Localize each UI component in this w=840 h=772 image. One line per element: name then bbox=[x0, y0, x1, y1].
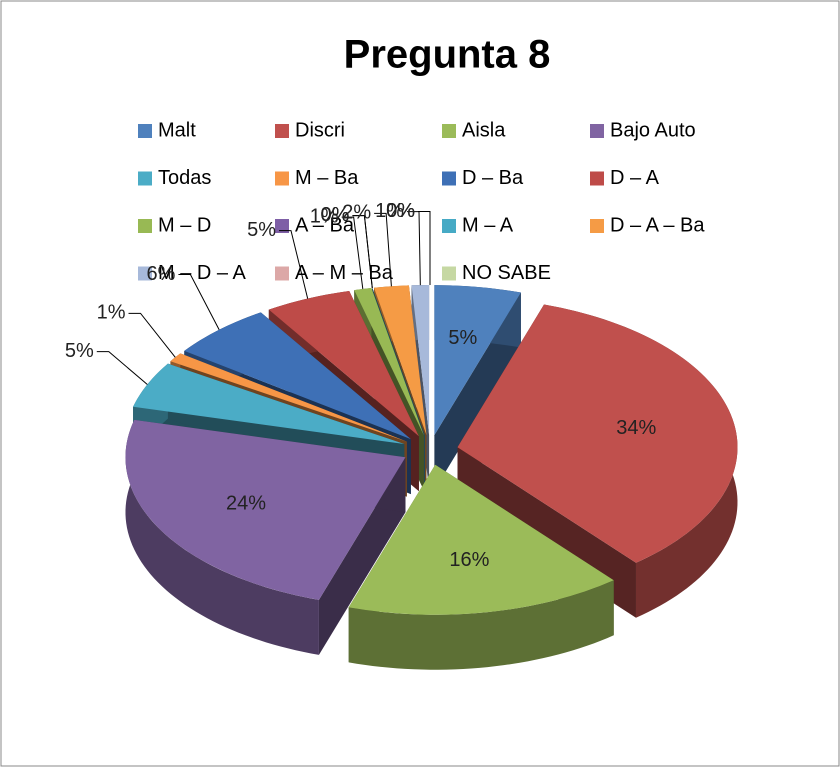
slice-top bbox=[170, 353, 407, 442]
legend-swatch bbox=[138, 266, 152, 281]
data-label: 1% bbox=[310, 205, 339, 227]
leader-line bbox=[96, 351, 148, 385]
legend-label: Aisla bbox=[462, 119, 506, 141]
slice-top bbox=[457, 304, 738, 563]
slice-top bbox=[348, 464, 614, 615]
legend-label: Discri bbox=[295, 119, 345, 141]
legend-swatch bbox=[442, 171, 456, 186]
legend-swatch bbox=[275, 124, 289, 138]
legend-label: M – D bbox=[158, 214, 211, 236]
data-label: 16% bbox=[449, 549, 489, 571]
leader-line bbox=[374, 212, 392, 287]
leader-line bbox=[128, 312, 176, 358]
legend-swatch bbox=[138, 171, 152, 186]
legend-label: D – A – Ba bbox=[610, 214, 705, 236]
legend-swatch bbox=[138, 124, 152, 138]
legend-label: M – Ba bbox=[295, 167, 359, 189]
slice-top bbox=[125, 419, 406, 600]
legend-label: A – M – Ba bbox=[295, 262, 394, 284]
legend-label: M – D – A bbox=[158, 262, 246, 284]
chart-title: Pregunta 8 bbox=[344, 33, 551, 77]
slice bbox=[434, 285, 521, 491]
legend-swatch bbox=[442, 124, 456, 138]
legend-swatch bbox=[275, 219, 289, 233]
data-label: 0% bbox=[386, 200, 415, 222]
data-label: 24% bbox=[226, 492, 266, 514]
legend-label: M – A bbox=[462, 214, 514, 236]
data-label: 0% bbox=[321, 204, 350, 226]
legend-label: Bajo Auto bbox=[610, 119, 696, 141]
slice-top bbox=[354, 288, 424, 436]
slice-side bbox=[348, 580, 614, 670]
slice-top bbox=[133, 363, 405, 445]
slice-top bbox=[268, 290, 419, 437]
data-label: 0% bbox=[386, 200, 415, 222]
legend-label: D – Ba bbox=[462, 167, 524, 189]
legend-swatch bbox=[442, 266, 456, 281]
legend-swatch bbox=[590, 219, 604, 233]
data-label: 5% bbox=[65, 340, 94, 362]
legend-label: D – A bbox=[610, 167, 660, 189]
legend-swatch bbox=[275, 266, 289, 281]
leader-line bbox=[341, 216, 364, 290]
slice bbox=[348, 464, 614, 670]
slice-top bbox=[374, 285, 427, 436]
data-label: 1% bbox=[375, 200, 404, 222]
slice-side bbox=[125, 419, 319, 655]
slice-top bbox=[184, 312, 411, 440]
data-label: 1% bbox=[97, 302, 126, 324]
data-label: 5% bbox=[247, 219, 276, 241]
data-label: 5% bbox=[448, 327, 477, 349]
legend-swatch bbox=[590, 124, 604, 138]
slice bbox=[125, 419, 406, 655]
leader-line bbox=[278, 230, 309, 299]
legend-swatch bbox=[138, 219, 152, 233]
legend-swatch bbox=[590, 171, 604, 186]
data-label: 0% bbox=[321, 204, 350, 226]
leader-line bbox=[352, 215, 373, 288]
legend-label: Malt bbox=[158, 119, 196, 141]
legend-label: Todas bbox=[158, 167, 211, 189]
leader-line bbox=[178, 274, 220, 330]
slice-top bbox=[411, 285, 430, 436]
slice-top bbox=[434, 285, 521, 436]
leader-line bbox=[418, 211, 431, 285]
data-label: 6% bbox=[147, 263, 176, 285]
data-label: 34% bbox=[616, 417, 656, 439]
legend-label: NO SABE bbox=[462, 262, 551, 284]
legend-swatch bbox=[442, 219, 456, 233]
legend-label: A – Ba bbox=[295, 214, 355, 236]
legend-swatch bbox=[275, 171, 289, 186]
data-label: 2% bbox=[342, 202, 371, 224]
